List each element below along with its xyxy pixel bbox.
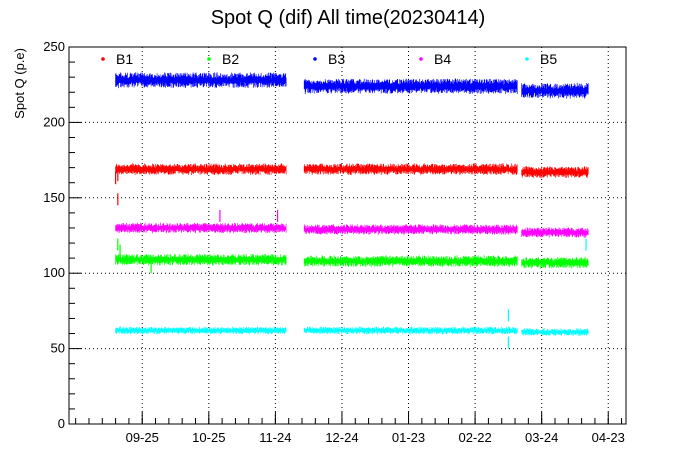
series-b3 <box>115 72 589 99</box>
plot-data <box>115 72 589 349</box>
x-tick-label: 12-24 <box>325 430 358 445</box>
y-tick-label: 50 <box>51 341 65 356</box>
x-tick-label: 02-22 <box>458 430 491 445</box>
legend-marker <box>419 57 423 61</box>
data-band <box>303 326 518 335</box>
x-tick-label: 10-25 <box>192 430 225 445</box>
data-band <box>303 78 518 95</box>
data-band <box>303 224 518 235</box>
series-b5 <box>115 238 589 349</box>
legend-label: B2 <box>222 51 239 67</box>
legend-marker <box>313 57 317 61</box>
plot-frame <box>68 46 627 425</box>
y-axis-label: Spot Q (p.e) <box>12 48 27 119</box>
y-tick-label: 250 <box>43 39 65 54</box>
data-band <box>115 72 287 89</box>
legend-label: B3 <box>328 51 345 67</box>
grid-lines <box>69 47 626 424</box>
data-band <box>521 227 589 238</box>
legend-label: B5 <box>540 51 557 67</box>
series-b2 <box>115 238 589 274</box>
legend-marker <box>525 57 529 61</box>
legend-label: B4 <box>434 51 451 67</box>
x-tick-label: 04-23 <box>592 430 625 445</box>
data-band <box>521 327 589 336</box>
y-tick-label: 150 <box>43 190 65 205</box>
x-tick-label: 11-24 <box>259 430 291 445</box>
data-band <box>303 163 518 176</box>
legend: B1 B2 B3 B4 B5 <box>101 51 557 67</box>
data-band <box>115 326 287 335</box>
legend-label: B1 <box>116 51 133 67</box>
axes: 0 50 100 150 200 250 09-25 10-25 11-24 12-24 01-23… <box>43 39 627 445</box>
data-band <box>115 253 287 266</box>
data-band <box>521 166 589 179</box>
data-band <box>115 163 287 175</box>
x-tick-label: 09-25 <box>126 430 159 445</box>
x-tick-label: 03-24 <box>525 430 558 445</box>
data-band <box>521 82 589 99</box>
data-band <box>115 222 287 234</box>
series-b1 <box>115 163 589 206</box>
data-band <box>521 256 589 269</box>
legend-marker <box>207 57 211 61</box>
y-tick-label: 200 <box>43 114 65 129</box>
series-b4 <box>115 209 589 238</box>
data-band <box>303 255 518 268</box>
x-tick-label: 01-23 <box>392 430 425 445</box>
chart-title: Spot Q (dif) All time(20230414) <box>211 7 486 29</box>
legend-marker <box>101 57 105 61</box>
y-tick-label: 100 <box>43 265 65 280</box>
y-tick-label: 0 <box>58 416 65 431</box>
